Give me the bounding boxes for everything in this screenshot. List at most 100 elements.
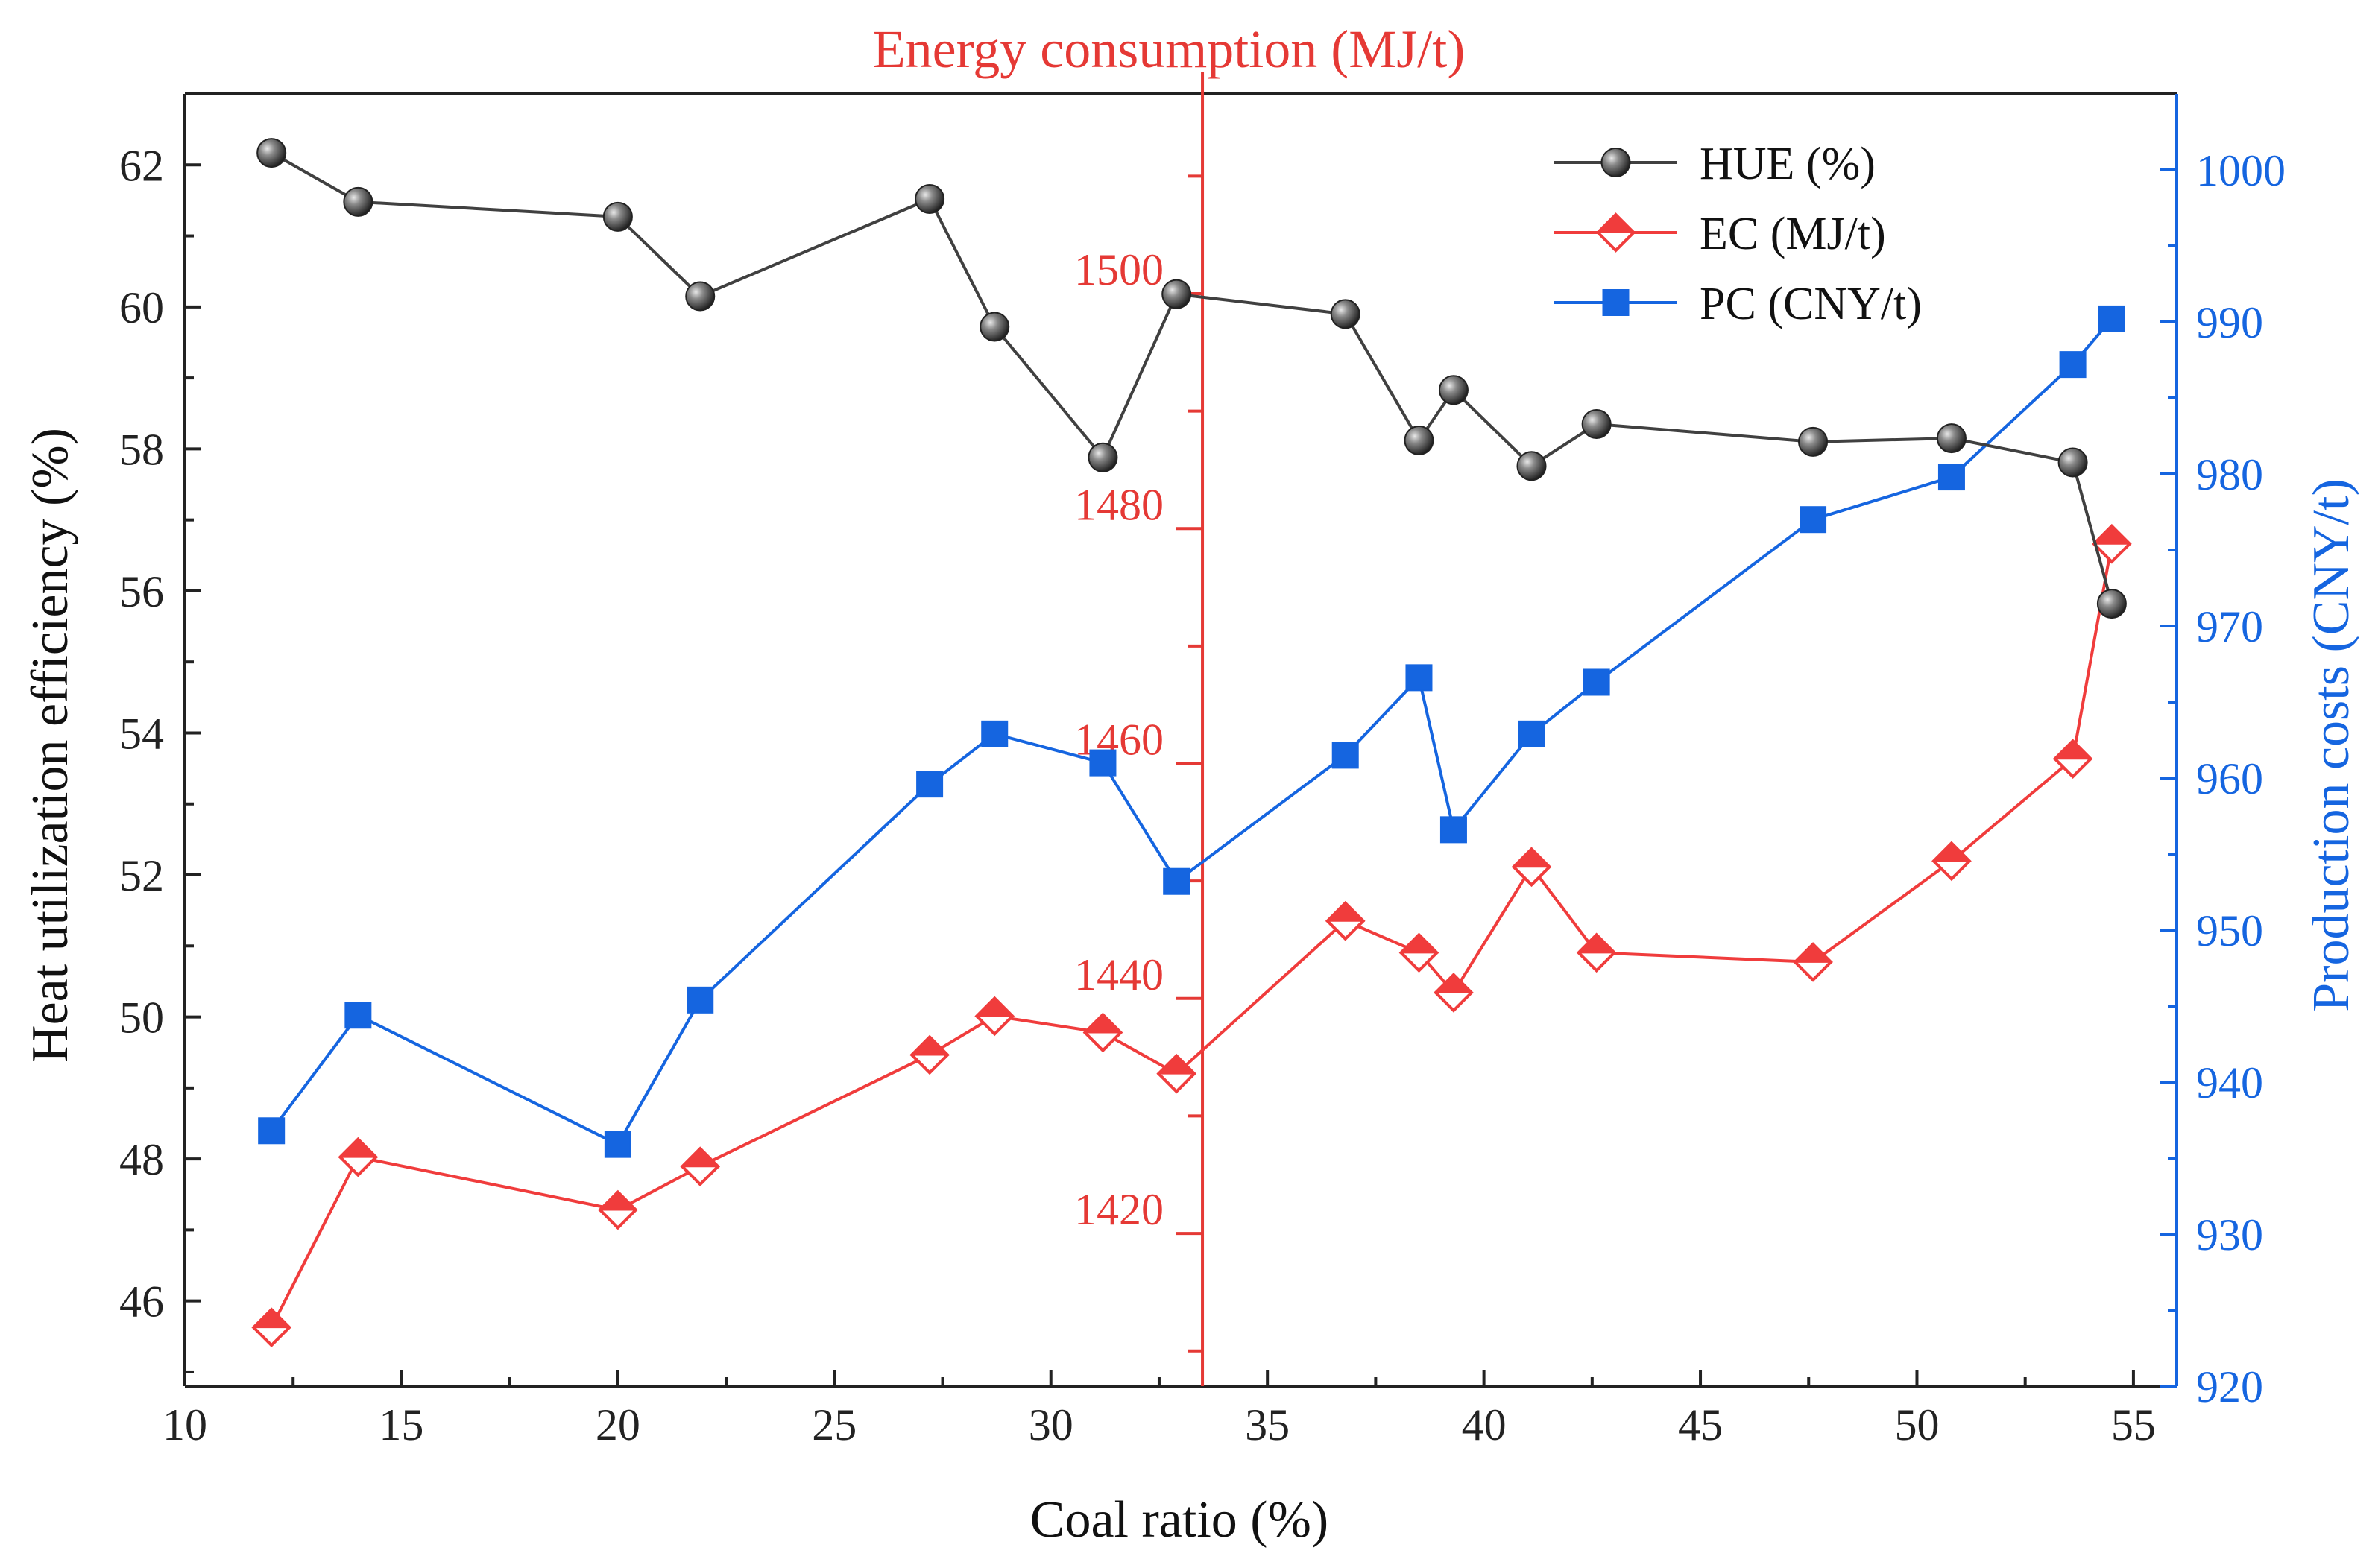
hue-point: [1936, 423, 1967, 454]
y-middle-tick-label: 1480: [1074, 480, 1164, 529]
series-sphere: [256, 138, 2127, 619]
hue-point: [1798, 426, 1829, 457]
pc-point: [1163, 867, 1190, 895]
legend-item: EC (MJ/t): [1554, 209, 1886, 259]
hue-point: [1330, 299, 1360, 329]
y-right-tick-label: 930: [2196, 1210, 2263, 1259]
x-tick-label: 55: [2111, 1400, 2156, 1450]
x-tick-label: 45: [1678, 1400, 1723, 1450]
y-right-tick-label: 970: [2196, 602, 2263, 651]
y-left-tick-label: 62: [119, 141, 164, 190]
y-middle-axis: 1420 1440 1460 1480 1500: [1074, 72, 1205, 1386]
x-tick-label: 35: [1245, 1400, 1290, 1450]
hue-point: [685, 281, 716, 312]
x-tick-label: 40: [1462, 1400, 1507, 1450]
ec-point: [909, 1034, 950, 1075]
pc-point: [1331, 742, 1359, 769]
y-left-axis: 46 48 50 52 54 56 58 60 62: [119, 141, 201, 1373]
pc-point: [916, 771, 944, 798]
y-right-tick-label: 990: [2196, 298, 2263, 347]
ec-point: [1325, 900, 1366, 941]
y-middle-tick-label: 1440: [1074, 950, 1164, 999]
ec-point: [1511, 847, 1552, 888]
y-right-tick-label: 920: [2196, 1362, 2263, 1411]
x-axis-title: Coal ratio (%): [1030, 1491, 1328, 1549]
ec-point: [2092, 523, 2132, 564]
pc-point: [1800, 506, 1827, 534]
plot-frame: [183, 92, 2178, 1388]
pc-point: [258, 1117, 286, 1145]
x-tick-label: 50: [1894, 1400, 1939, 1450]
hue-point: [1088, 442, 1118, 472]
pc-point: [1405, 664, 1433, 692]
y-left-tick-label: 56: [119, 567, 164, 616]
y-left-tick-label: 58: [119, 425, 164, 474]
pc-point: [604, 1131, 631, 1158]
x-axis: 10 15 20 25 30 35 40 45 50 55: [163, 1370, 2156, 1450]
pc-point: [981, 720, 1009, 747]
y-right-tick-label: 950: [2196, 906, 2263, 955]
ec-point: [1156, 1053, 1197, 1094]
y-right-tick-label: 960: [2196, 754, 2263, 803]
pc-point: [1602, 289, 1630, 316]
ec-point: [1576, 932, 1617, 973]
x-tick-label: 30: [1029, 1400, 1073, 1450]
pc-point: [1583, 668, 1610, 696]
legend-item: PC (CNY/t): [1554, 279, 1922, 329]
hue-point: [2096, 589, 2127, 619]
y-middle-tick-label: 1460: [1074, 715, 1164, 765]
ec-point: [1931, 841, 1972, 882]
legend-label: HUE (%): [1700, 139, 1876, 189]
y-left-tick-label: 48: [119, 1135, 164, 1184]
x-tick-label: 10: [163, 1400, 207, 1450]
hue-point: [1161, 279, 1192, 309]
y-right-axis: 920 930 940 950 960 970 980 990 1000: [2160, 146, 2286, 1411]
series-line: [270, 543, 2113, 1329]
y-right-tick-label: 940: [2196, 1058, 2263, 1107]
series-layer: [251, 138, 2132, 1348]
y-left-tick-label: 54: [119, 709, 164, 758]
x-tick-label: 20: [596, 1400, 640, 1450]
ec-point: [251, 1307, 292, 1348]
ec-point: [338, 1137, 379, 1177]
legend-item: HUE (%): [1554, 139, 1876, 189]
y-left-tick-label: 46: [119, 1277, 164, 1327]
series-square: [258, 305, 2125, 1158]
hue-point: [1581, 409, 1612, 440]
y-left-tick-label: 60: [119, 283, 164, 332]
y-left-tick-label: 52: [119, 851, 164, 900]
y-right-axis-title: Production costs (CNY/t): [2303, 478, 2360, 1012]
ec-point: [1434, 973, 1474, 1013]
pc-point: [1518, 720, 1545, 747]
y-left-axis-title: Heat utilization efficiency (%): [22, 428, 79, 1063]
hue-point: [1600, 148, 1631, 177]
ec-point: [1082, 1012, 1123, 1053]
hue-point: [1438, 375, 1469, 405]
pc-point: [687, 986, 714, 1014]
ec-point: [598, 1189, 638, 1230]
middle-axis-title: Energy consumption (MJ/t): [873, 19, 1466, 79]
ec-point: [974, 996, 1015, 1037]
hue-point: [1516, 451, 1547, 481]
x-tick-label: 25: [812, 1400, 857, 1450]
pc-point: [1439, 816, 1467, 844]
hue-point: [980, 312, 1010, 342]
series-line: [270, 317, 2113, 1147]
pc-point: [2059, 351, 2087, 379]
y-middle-tick-label: 1500: [1074, 245, 1164, 294]
legend-label: EC (MJ/t): [1700, 209, 1886, 259]
pc-point: [1937, 464, 1965, 491]
ec-point: [680, 1146, 721, 1187]
x-tick-label: 15: [379, 1400, 423, 1450]
hue-point: [343, 186, 373, 217]
pc-point: [2098, 305, 2125, 332]
ec-point: [1398, 932, 1439, 973]
ec-point: [2052, 739, 2093, 780]
ec-point: [1793, 942, 1833, 982]
hue-point: [915, 184, 945, 215]
series-diamond: [251, 523, 2132, 1348]
legend-label: PC (CNY/t): [1700, 279, 1922, 329]
y-left-tick-label: 50: [119, 993, 164, 1043]
y-right-tick-label: 1000: [2196, 146, 2286, 195]
